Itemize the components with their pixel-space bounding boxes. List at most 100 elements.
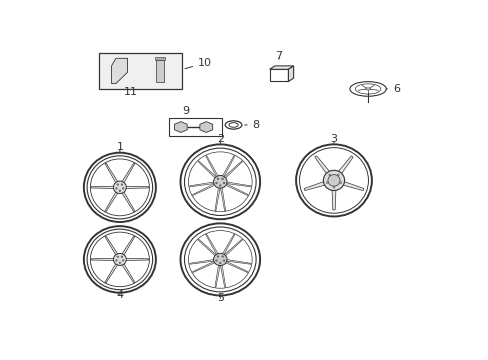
Text: 9: 9	[182, 106, 189, 116]
Polygon shape	[224, 261, 248, 273]
Ellipse shape	[219, 262, 221, 264]
Ellipse shape	[296, 144, 371, 216]
Polygon shape	[124, 258, 148, 261]
Ellipse shape	[217, 178, 218, 180]
Text: 5: 5	[216, 293, 224, 303]
Text: 8: 8	[244, 120, 259, 130]
Ellipse shape	[90, 159, 149, 216]
Polygon shape	[220, 186, 225, 211]
Ellipse shape	[119, 190, 121, 192]
Polygon shape	[288, 66, 293, 81]
Polygon shape	[223, 239, 242, 257]
Ellipse shape	[84, 153, 156, 222]
Ellipse shape	[87, 229, 152, 290]
Polygon shape	[105, 163, 118, 184]
Ellipse shape	[188, 231, 252, 288]
Ellipse shape	[223, 260, 224, 261]
Ellipse shape	[116, 260, 117, 261]
Ellipse shape	[180, 144, 260, 219]
Text: 6: 6	[386, 84, 399, 94]
Ellipse shape	[217, 256, 218, 257]
Ellipse shape	[328, 174, 330, 176]
Ellipse shape	[325, 182, 327, 183]
Text: 11: 11	[124, 87, 138, 97]
Text: 1: 1	[116, 142, 123, 153]
Ellipse shape	[323, 170, 344, 190]
Ellipse shape	[87, 156, 152, 219]
Ellipse shape	[213, 175, 226, 188]
Polygon shape	[223, 161, 242, 179]
Ellipse shape	[219, 185, 221, 186]
Ellipse shape	[122, 260, 124, 261]
Polygon shape	[314, 156, 331, 177]
Polygon shape	[91, 186, 115, 188]
Polygon shape	[192, 261, 216, 273]
Polygon shape	[121, 163, 135, 184]
Polygon shape	[215, 264, 220, 287]
Polygon shape	[215, 186, 220, 211]
Ellipse shape	[365, 88, 370, 90]
Polygon shape	[111, 58, 127, 84]
Polygon shape	[189, 182, 215, 187]
Ellipse shape	[113, 253, 126, 265]
Text: 2: 2	[216, 134, 224, 144]
Polygon shape	[189, 259, 215, 264]
Ellipse shape	[84, 226, 156, 293]
Ellipse shape	[113, 181, 126, 194]
Polygon shape	[222, 234, 234, 256]
Polygon shape	[205, 234, 218, 256]
Ellipse shape	[215, 182, 217, 184]
Ellipse shape	[337, 174, 338, 176]
Ellipse shape	[349, 82, 386, 96]
Ellipse shape	[225, 121, 242, 129]
Ellipse shape	[355, 84, 380, 94]
Polygon shape	[174, 122, 187, 132]
Ellipse shape	[327, 175, 339, 186]
Polygon shape	[220, 264, 225, 287]
Ellipse shape	[339, 182, 341, 183]
Ellipse shape	[184, 227, 256, 292]
Text: 4: 4	[116, 291, 123, 301]
Ellipse shape	[215, 260, 217, 261]
Ellipse shape	[332, 186, 334, 188]
Polygon shape	[339, 180, 363, 190]
Ellipse shape	[213, 253, 226, 266]
Polygon shape	[225, 259, 250, 264]
Ellipse shape	[222, 178, 223, 180]
Polygon shape	[222, 156, 234, 178]
Ellipse shape	[117, 184, 118, 185]
Polygon shape	[91, 258, 115, 261]
Polygon shape	[105, 263, 118, 283]
Ellipse shape	[122, 188, 124, 189]
Ellipse shape	[228, 123, 238, 127]
Bar	[169, 118, 222, 136]
Polygon shape	[192, 183, 216, 195]
Polygon shape	[335, 156, 352, 177]
Ellipse shape	[121, 256, 122, 257]
Ellipse shape	[90, 232, 149, 287]
Text: 3: 3	[330, 134, 337, 144]
Polygon shape	[200, 122, 212, 132]
Polygon shape	[224, 183, 248, 195]
Polygon shape	[198, 239, 217, 257]
Text: 10: 10	[184, 58, 212, 69]
Polygon shape	[124, 186, 148, 188]
Polygon shape	[121, 236, 135, 256]
Polygon shape	[121, 263, 135, 283]
Ellipse shape	[116, 188, 117, 189]
Polygon shape	[121, 191, 135, 212]
Ellipse shape	[223, 182, 224, 184]
Bar	[99, 53, 182, 89]
Ellipse shape	[222, 256, 223, 257]
Ellipse shape	[299, 148, 368, 213]
Polygon shape	[205, 156, 218, 178]
Ellipse shape	[117, 256, 118, 257]
Ellipse shape	[121, 184, 122, 185]
Bar	[155, 57, 164, 60]
Ellipse shape	[184, 148, 256, 216]
Polygon shape	[304, 180, 328, 190]
Polygon shape	[269, 69, 288, 81]
Bar	[155, 60, 163, 82]
Polygon shape	[331, 186, 335, 210]
Polygon shape	[105, 191, 118, 212]
